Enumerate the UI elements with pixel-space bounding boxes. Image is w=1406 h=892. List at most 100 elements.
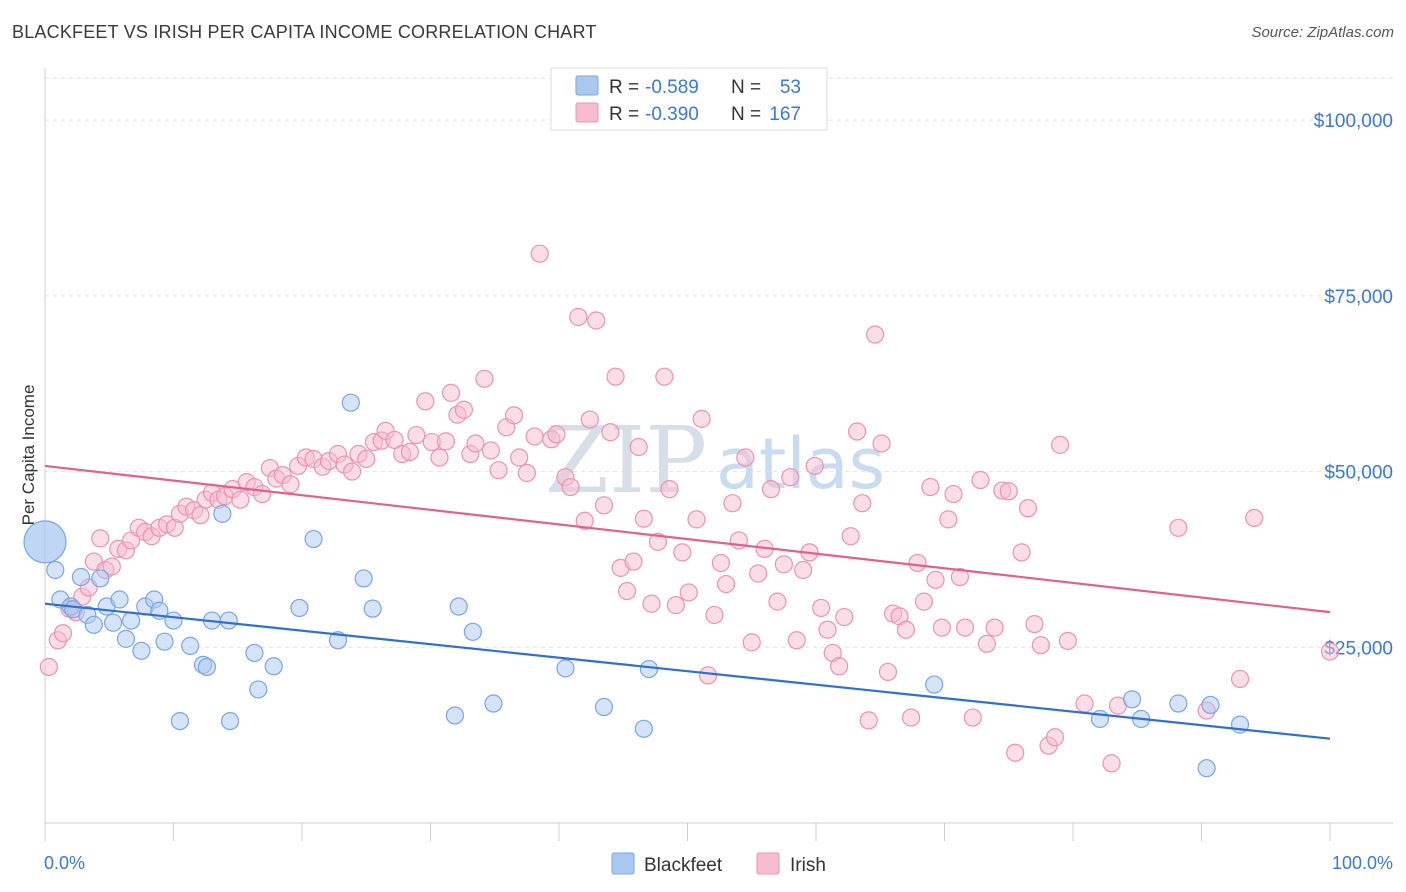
irish-point bbox=[281, 475, 300, 494]
blackfeet-point bbox=[925, 675, 944, 694]
irish-point bbox=[1102, 754, 1121, 773]
blackfeet-point bbox=[104, 613, 123, 632]
irish-point bbox=[1230, 669, 1250, 689]
x-tick-label: 100.0% bbox=[1332, 853, 1393, 873]
y-tick-label: $100,000 bbox=[1314, 111, 1393, 132]
blackfeet-point bbox=[341, 393, 360, 412]
irish-point bbox=[932, 618, 952, 637]
irish-point bbox=[569, 307, 588, 327]
irish-point bbox=[866, 325, 885, 344]
blackfeet-point bbox=[1123, 690, 1142, 709]
irish-point bbox=[618, 581, 637, 601]
irish-point bbox=[805, 456, 824, 476]
irish-point bbox=[547, 425, 566, 444]
irish-point bbox=[878, 662, 898, 681]
irish-point bbox=[624, 552, 643, 571]
irish-point bbox=[481, 441, 500, 460]
y-tick-label: $25,000 bbox=[1324, 638, 1393, 659]
bottom-legend-blackfeet: Blackfeet bbox=[644, 855, 723, 876]
irish-point bbox=[872, 434, 891, 453]
irish-point bbox=[921, 477, 940, 497]
bottom-legend-swatch-blackfeet bbox=[611, 852, 635, 875]
y-tick-label: $75,000 bbox=[1324, 287, 1393, 308]
irish-point bbox=[601, 423, 620, 442]
irish-point bbox=[575, 511, 594, 530]
blackfeet-point bbox=[290, 598, 309, 618]
irish-point bbox=[648, 532, 668, 551]
irish-point bbox=[999, 482, 1018, 501]
irish-point bbox=[102, 557, 121, 576]
irish-point bbox=[673, 543, 692, 562]
legend-r-label: R = bbox=[609, 77, 639, 98]
irish-point bbox=[781, 468, 800, 487]
x-tick-label: 0.0% bbox=[44, 853, 85, 873]
irish-point bbox=[525, 427, 544, 446]
irish-point bbox=[774, 555, 793, 574]
irish-point bbox=[944, 484, 963, 504]
blackfeet-point bbox=[304, 529, 323, 549]
irish-point bbox=[231, 490, 250, 509]
irish-point bbox=[441, 383, 461, 402]
irish-point bbox=[1320, 642, 1340, 661]
irish-point bbox=[454, 400, 474, 419]
irish-point bbox=[629, 437, 648, 457]
blackfeet-point bbox=[116, 629, 136, 648]
irish-point bbox=[950, 567, 970, 587]
blackfeet-point bbox=[219, 611, 238, 630]
irish-point bbox=[1025, 614, 1044, 634]
irish-point bbox=[679, 583, 698, 602]
irish-point bbox=[39, 657, 58, 677]
blackfeet-point bbox=[445, 706, 465, 725]
irish-point bbox=[642, 594, 661, 613]
irish-point bbox=[1006, 743, 1025, 762]
irish-point bbox=[896, 620, 916, 639]
blackfeet-point bbox=[484, 694, 503, 713]
irish-point bbox=[561, 477, 580, 497]
irish-point bbox=[914, 592, 934, 611]
irish-point bbox=[841, 527, 860, 546]
irish-point bbox=[587, 311, 606, 330]
blackfeet-point bbox=[1169, 694, 1188, 713]
irish-point bbox=[768, 592, 787, 611]
bottom-legend-swatch-irish bbox=[756, 852, 780, 875]
blackfeet-trend-line bbox=[44, 602, 1331, 740]
irish-point bbox=[606, 367, 625, 386]
irish-point bbox=[1045, 728, 1065, 747]
legend: R = -0.589 N = 53 R = -0.390 N = 167 bbox=[550, 67, 828, 131]
irish-point bbox=[416, 392, 435, 411]
legend-swatch-blackfeet bbox=[575, 75, 599, 96]
irish-point bbox=[1031, 636, 1050, 655]
blackfeet-point bbox=[634, 719, 653, 738]
irish-point bbox=[818, 620, 837, 639]
irish-point bbox=[430, 448, 449, 467]
irish-point bbox=[794, 560, 813, 580]
blackfeet-point bbox=[1201, 695, 1220, 715]
blackfeet-point bbox=[363, 599, 382, 618]
irish-point bbox=[1058, 631, 1077, 651]
irish-point bbox=[711, 553, 731, 573]
blackfeet-point bbox=[132, 641, 151, 660]
irish-point bbox=[634, 509, 653, 528]
series-blackfeet bbox=[23, 393, 1250, 778]
irish-point bbox=[835, 607, 854, 627]
irish-point bbox=[848, 422, 867, 441]
irish-point bbox=[939, 510, 958, 529]
irish-point bbox=[666, 596, 686, 615]
irish-point bbox=[985, 618, 1004, 637]
blackfeet-point bbox=[354, 569, 373, 588]
irish-point bbox=[343, 462, 362, 481]
irish-point bbox=[1051, 435, 1070, 454]
irish-point bbox=[466, 434, 485, 453]
irish-point bbox=[812, 598, 831, 618]
irish-point bbox=[963, 708, 982, 727]
blackfeet-point bbox=[639, 659, 659, 679]
blackfeet-point bbox=[23, 520, 67, 564]
legend-n-value: 53 bbox=[780, 77, 801, 98]
irish-point bbox=[407, 425, 426, 445]
irish-point bbox=[385, 430, 404, 450]
irish-point bbox=[436, 432, 456, 451]
irish-point bbox=[1018, 499, 1038, 518]
blackfeet-point bbox=[264, 657, 283, 676]
blackfeet-point bbox=[121, 611, 141, 630]
